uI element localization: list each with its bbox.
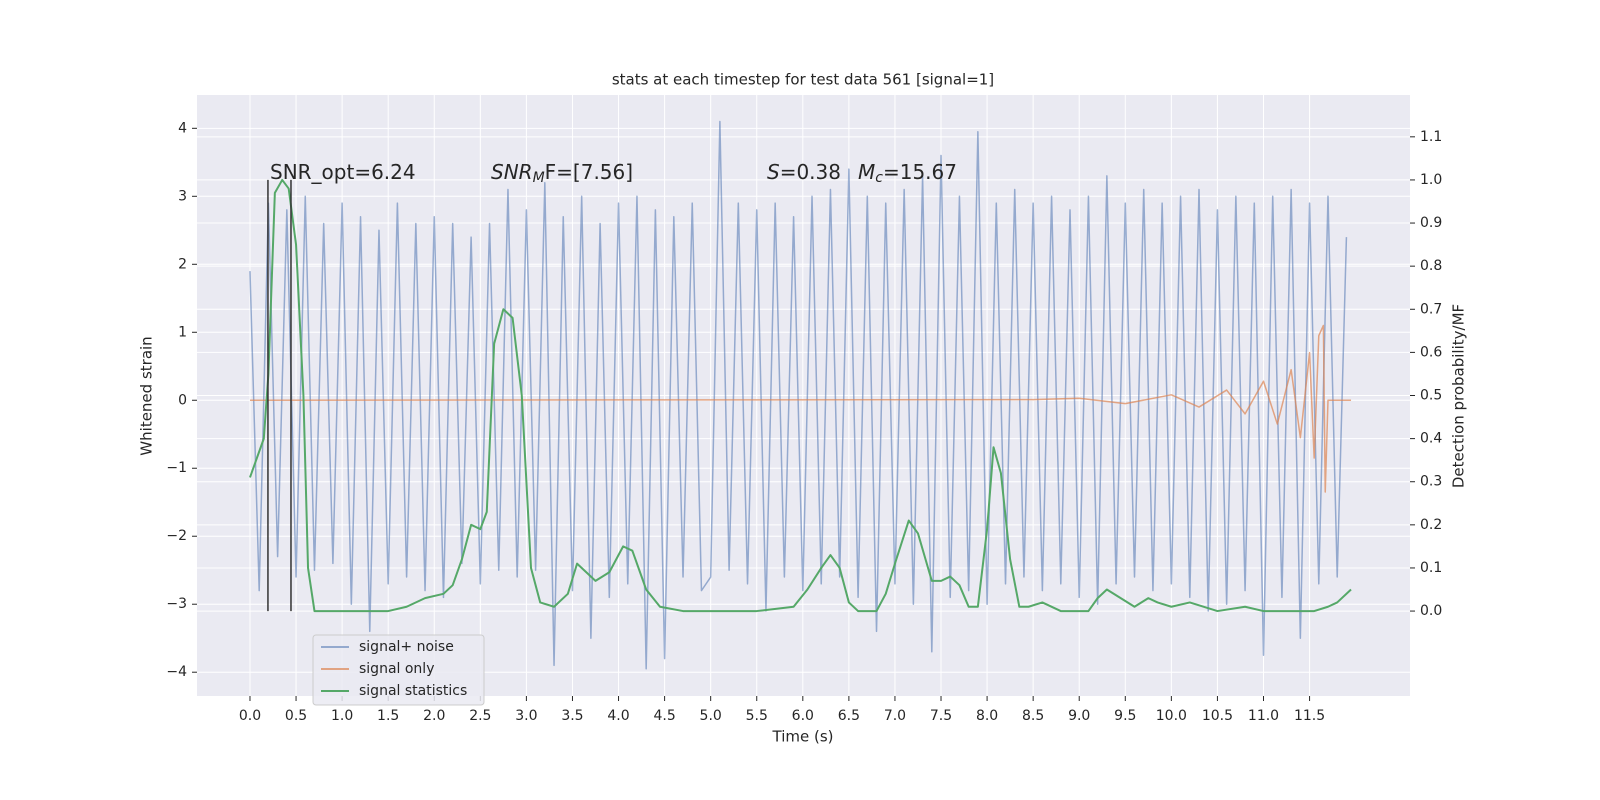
y2-tick-label: 0.4 <box>1420 431 1442 447</box>
annotation-part: S <box>767 160 780 184</box>
x-tick-label: 11.5 <box>1294 708 1325 724</box>
annotation-part: c <box>875 170 883 186</box>
annotation: SNRMF=[7.56] <box>491 160 633 187</box>
annotation: SNR_opt=6.24 <box>270 160 416 184</box>
x-tick-label: 8.5 <box>1022 708 1044 724</box>
x-tick-label: 5.0 <box>700 708 722 724</box>
y2-axis-label: Detection probability/MF <box>1450 304 1468 488</box>
y2-tick-label: 0.7 <box>1420 301 1442 317</box>
x-tick-label: 7.0 <box>884 708 906 724</box>
y2-tick-label: 0.3 <box>1420 474 1442 490</box>
x-tick-label: 5.5 <box>746 708 768 724</box>
series-line <box>249 178 1352 613</box>
x-tick-label: 10.0 <box>1156 708 1187 724</box>
y-tick-label: −4 <box>166 664 187 680</box>
y2-tick-label: 0.9 <box>1420 215 1442 231</box>
x-tick-label: 2.5 <box>469 708 491 724</box>
y-tick-label: 3 <box>178 188 187 204</box>
annotation-part: SNR_opt=6.24 <box>270 160 416 184</box>
series-line <box>249 120 1348 670</box>
annotation-part: M <box>533 170 545 186</box>
legend-box <box>312 634 485 706</box>
y-tick-label: 4 <box>178 120 187 136</box>
annotation: Mc=15.67 <box>858 160 957 187</box>
y-tick-label: 0 <box>178 392 187 408</box>
y2-tick-label: 0.1 <box>1420 560 1442 576</box>
x-tick-label: 6.5 <box>838 708 860 724</box>
x-tick-label: 1.0 <box>331 708 353 724</box>
axes: 0.0 0.5 1.0 1.5 2.0 2.5 3.0 3.5 4.0 4.5 5.0 5.5 6.0 6… <box>166 120 1442 724</box>
x-tick-label: 4.5 <box>653 708 675 724</box>
series-line <box>249 324 1352 493</box>
x-tick-label: 0.5 <box>285 708 307 724</box>
y2-tick-label: 0.0 <box>1420 603 1442 619</box>
x-tick-label: 7.5 <box>930 708 952 724</box>
chart-title: stats at each timestep for test data 561… <box>612 71 994 89</box>
y2-tick-label: 0.2 <box>1420 517 1442 533</box>
marks: SNR_opt=6.24 SNRMF=[7.56] S=0.38 Mc=15.67 <box>249 120 1352 670</box>
x-tick-label: 3.5 <box>561 708 583 724</box>
x-tick-label: 1.5 <box>377 708 399 724</box>
annotation: S=0.38 <box>767 160 841 184</box>
legend-label: signal statistics <box>359 683 467 699</box>
x-tick-label: 8.0 <box>976 708 998 724</box>
annotation-part: F=[7.56] <box>545 160 633 184</box>
y2-tick-label: 0.5 <box>1420 388 1442 404</box>
annotation-part: =15.67 <box>883 160 957 184</box>
x-tick-label: 6.0 <box>792 708 814 724</box>
legend-label: signal only <box>359 661 434 677</box>
x-tick-label: 10.5 <box>1202 708 1233 724</box>
x-tick-label: 11.0 <box>1248 708 1279 724</box>
y2-tick-label: 1.1 <box>1420 129 1442 145</box>
y2-tick-label: 0.8 <box>1420 258 1442 274</box>
y-axis-label: Whitened strain <box>138 336 156 455</box>
annotation-part: SNR <box>491 160 533 184</box>
y2-tick-label: 1.0 <box>1420 172 1442 188</box>
x-tick-label: 4.0 <box>607 708 629 724</box>
annotation-part: =0.38 <box>780 160 841 184</box>
x-axis-label: Time (s) <box>772 728 834 746</box>
x-tick-label: 3.0 <box>515 708 537 724</box>
y-tick-label: −3 <box>166 596 187 612</box>
x-tick-label: 0.0 <box>239 708 261 724</box>
y-tick-label: −1 <box>166 460 187 476</box>
y-tick-label: 2 <box>178 256 187 272</box>
x-tick-label: 9.5 <box>1114 708 1136 724</box>
x-tick-label: 9.0 <box>1068 708 1090 724</box>
y2-tick-label: 0.6 <box>1420 344 1442 360</box>
x-tick-label: 2.0 <box>423 708 445 724</box>
y-tick-label: 1 <box>178 324 187 340</box>
y-tick-label: −2 <box>166 528 187 544</box>
legend-label: signal+ noise <box>359 639 454 655</box>
annotation-part: M <box>858 160 875 184</box>
